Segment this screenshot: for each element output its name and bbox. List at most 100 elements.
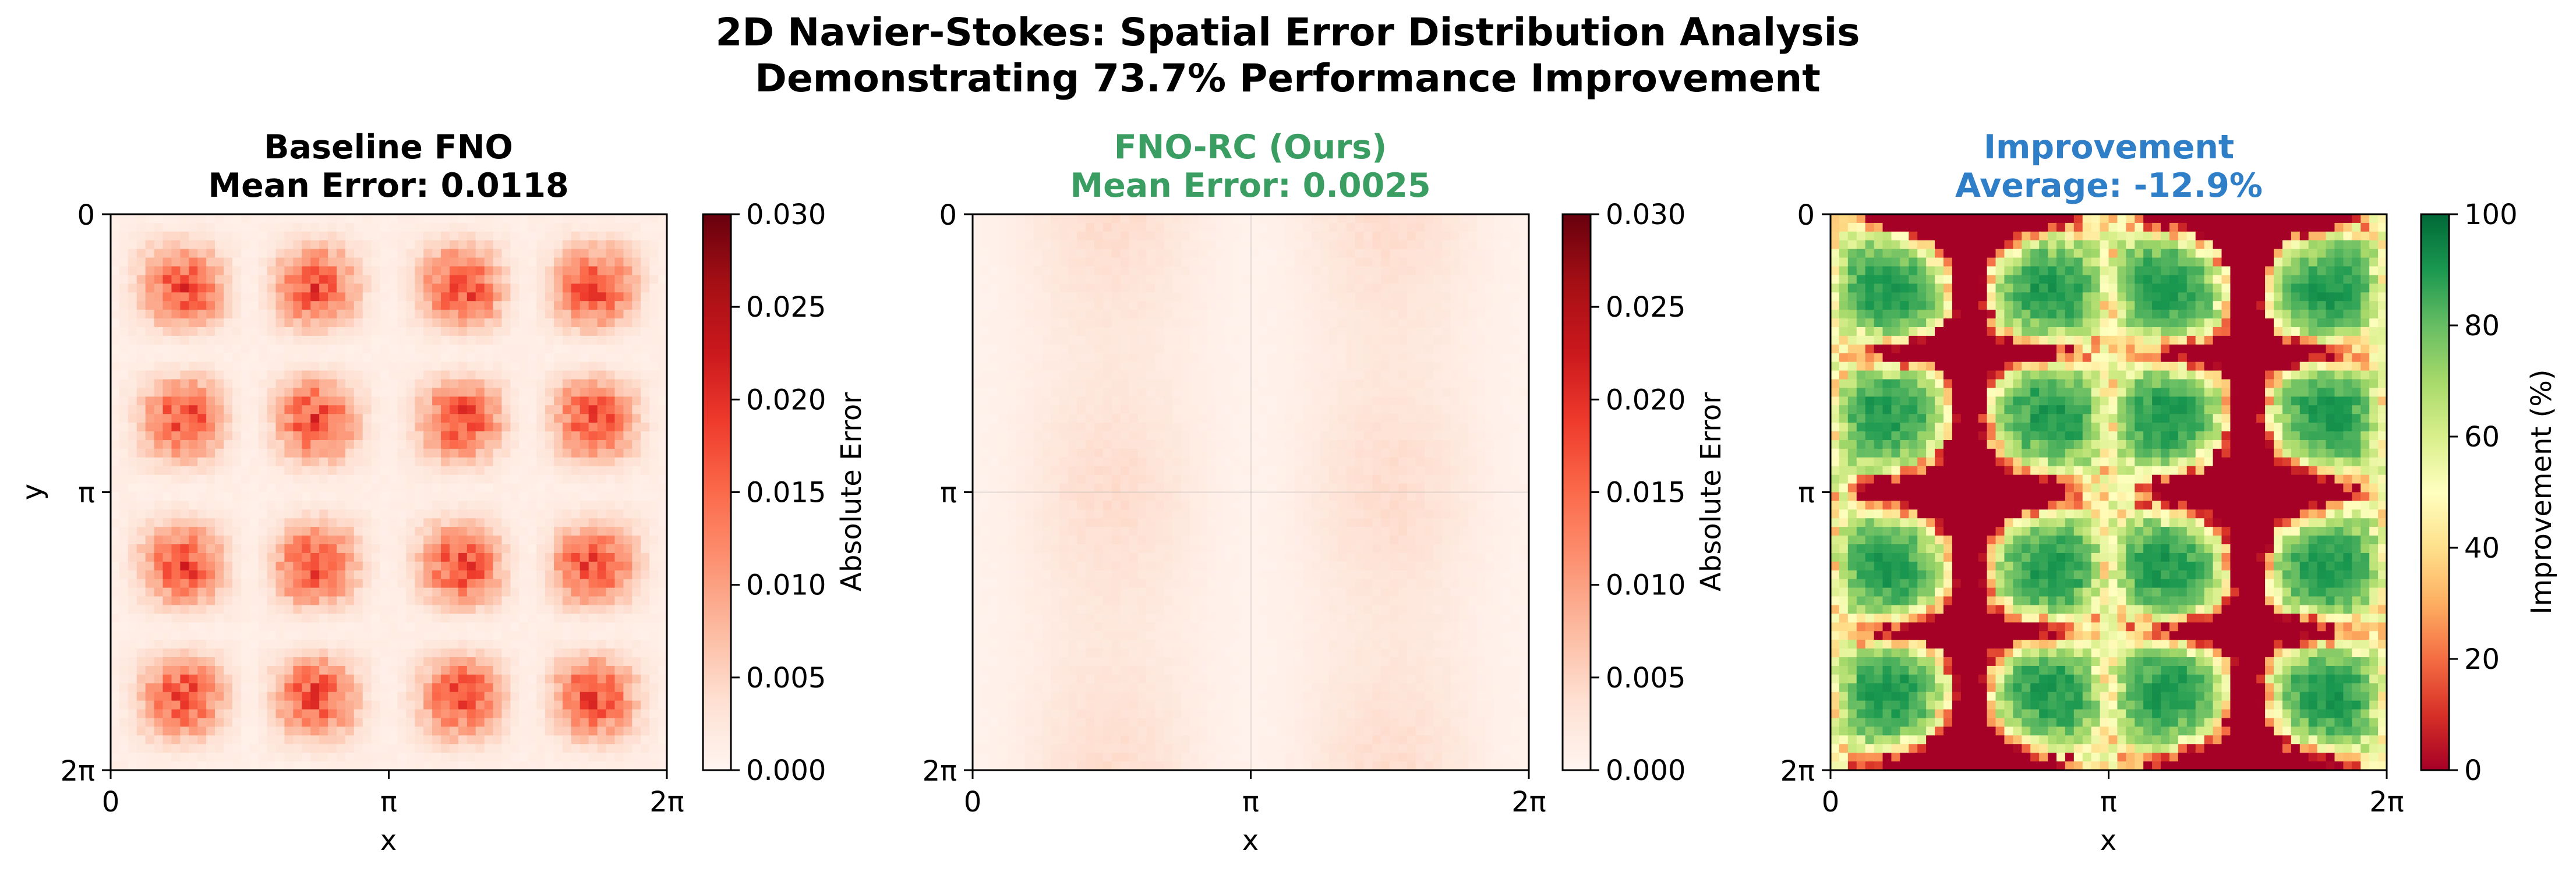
heatmap-cell bbox=[397, 483, 407, 493]
heatmap-cell bbox=[1120, 240, 1130, 250]
heatmap-cell bbox=[371, 683, 381, 693]
heatmap-cell bbox=[406, 240, 415, 250]
heatmap-cell bbox=[380, 222, 390, 232]
heatmap-cell bbox=[1468, 257, 1478, 267]
heatmap-cell bbox=[484, 631, 494, 640]
heatmap-cell bbox=[1424, 249, 1434, 258]
heatmap-cell bbox=[180, 483, 189, 493]
heatmap-cell bbox=[1398, 231, 1408, 241]
heatmap-cell bbox=[380, 292, 390, 302]
heatmap-cell bbox=[1155, 222, 1164, 232]
heatmap-cell bbox=[1520, 231, 1529, 241]
heatmap-cell bbox=[588, 405, 598, 414]
heatmap-cell bbox=[232, 631, 242, 640]
heatmap-cell bbox=[981, 222, 991, 232]
heatmap-cell bbox=[649, 283, 659, 293]
heatmap-cell bbox=[267, 683, 277, 693]
heatmap-cell bbox=[1207, 327, 1217, 336]
heatmap-cell bbox=[197, 257, 207, 267]
heatmap-cell bbox=[528, 605, 537, 614]
heatmap-cell bbox=[128, 726, 137, 736]
heatmap-cell bbox=[423, 431, 433, 441]
heatmap-cell bbox=[284, 692, 294, 701]
heatmap-cell bbox=[1181, 249, 1190, 258]
heatmap-cell bbox=[1059, 214, 1069, 224]
heatmap-cell bbox=[1051, 231, 1060, 241]
heatmap-cell bbox=[1120, 249, 1130, 258]
heatmap-cell bbox=[1337, 266, 1347, 276]
heatmap-cell bbox=[293, 257, 302, 267]
heatmap-cell bbox=[554, 379, 563, 389]
heatmap-cell bbox=[1233, 266, 1243, 276]
heatmap-cell bbox=[475, 222, 485, 232]
heatmap-cell bbox=[1059, 301, 1069, 310]
heatmap-cell bbox=[111, 240, 120, 250]
heatmap-cell bbox=[293, 726, 302, 736]
heatmap-cell bbox=[215, 344, 224, 354]
heatmap-cell bbox=[1198, 292, 1208, 302]
heatmap-cell bbox=[275, 457, 285, 467]
heatmap-cell bbox=[614, 509, 624, 519]
heatmap-cell bbox=[562, 726, 572, 736]
heatmap-cell bbox=[223, 257, 233, 267]
heatmap-cell bbox=[171, 414, 181, 423]
heatmap-cell bbox=[597, 344, 607, 354]
heatmap-cell bbox=[614, 640, 624, 649]
heatmap-cell bbox=[336, 361, 346, 371]
heatmap-cell bbox=[415, 561, 424, 571]
heatmap-cell bbox=[501, 414, 511, 423]
heatmap-cell bbox=[388, 483, 398, 493]
heatmap-cell bbox=[484, 614, 494, 623]
heatmap-cell bbox=[1103, 292, 1112, 302]
heatmap-cell bbox=[519, 509, 528, 519]
heatmap-cell bbox=[467, 423, 476, 432]
heatmap-cell bbox=[293, 665, 302, 675]
heatmap-cell bbox=[345, 501, 355, 510]
heatmap-cell bbox=[345, 735, 355, 745]
heatmap-cell bbox=[545, 640, 554, 649]
heatmap-cell bbox=[1355, 222, 1365, 232]
heatmap-cell bbox=[249, 483, 259, 493]
heatmap-cell bbox=[388, 744, 398, 753]
heatmap-cell bbox=[145, 379, 155, 389]
heatmap-cell bbox=[1068, 275, 1077, 284]
heatmap-cell bbox=[571, 536, 581, 545]
heatmap-cell bbox=[501, 631, 511, 640]
y-tick-label: π bbox=[78, 477, 95, 509]
heatmap-cell bbox=[1416, 292, 1425, 302]
heatmap-cell bbox=[354, 665, 363, 675]
heatmap-cell bbox=[1476, 266, 1486, 276]
heatmap-cell bbox=[249, 414, 259, 423]
heatmap-cell bbox=[545, 536, 554, 545]
heatmap-cell bbox=[432, 257, 441, 267]
heatmap-cell bbox=[467, 596, 476, 606]
heatmap-cell bbox=[249, 231, 259, 241]
heatmap-cell bbox=[380, 735, 390, 745]
heatmap-cell bbox=[302, 527, 311, 536]
heatmap-cell bbox=[1068, 214, 1077, 224]
heatmap-cell bbox=[1059, 231, 1069, 241]
colorbar-tick-label: 0.005 bbox=[746, 662, 826, 694]
heatmap-cell bbox=[345, 596, 355, 606]
heatmap-cell bbox=[232, 405, 242, 414]
heatmap-cell bbox=[154, 275, 164, 284]
heatmap-cell bbox=[249, 657, 259, 667]
heatmap-cell bbox=[136, 474, 146, 484]
heatmap-cell bbox=[197, 344, 207, 354]
heatmap-cell bbox=[241, 301, 250, 310]
heatmap-cell bbox=[119, 231, 129, 241]
heatmap-cell bbox=[423, 648, 433, 658]
heatmap-cell bbox=[614, 587, 624, 597]
heatmap-cell bbox=[162, 414, 172, 423]
heatmap-cell bbox=[484, 596, 494, 606]
heatmap-cell bbox=[154, 353, 164, 363]
heatmap-cell bbox=[432, 614, 441, 623]
heatmap-cell bbox=[614, 379, 624, 389]
heatmap-cell bbox=[449, 275, 459, 284]
heatmap-cell bbox=[162, 683, 172, 693]
heatmap-cell bbox=[1511, 231, 1521, 241]
heatmap-cell bbox=[275, 614, 285, 623]
heatmap-cell bbox=[406, 570, 415, 580]
heatmap-cell bbox=[449, 379, 459, 389]
heatmap-cell bbox=[1424, 231, 1434, 241]
